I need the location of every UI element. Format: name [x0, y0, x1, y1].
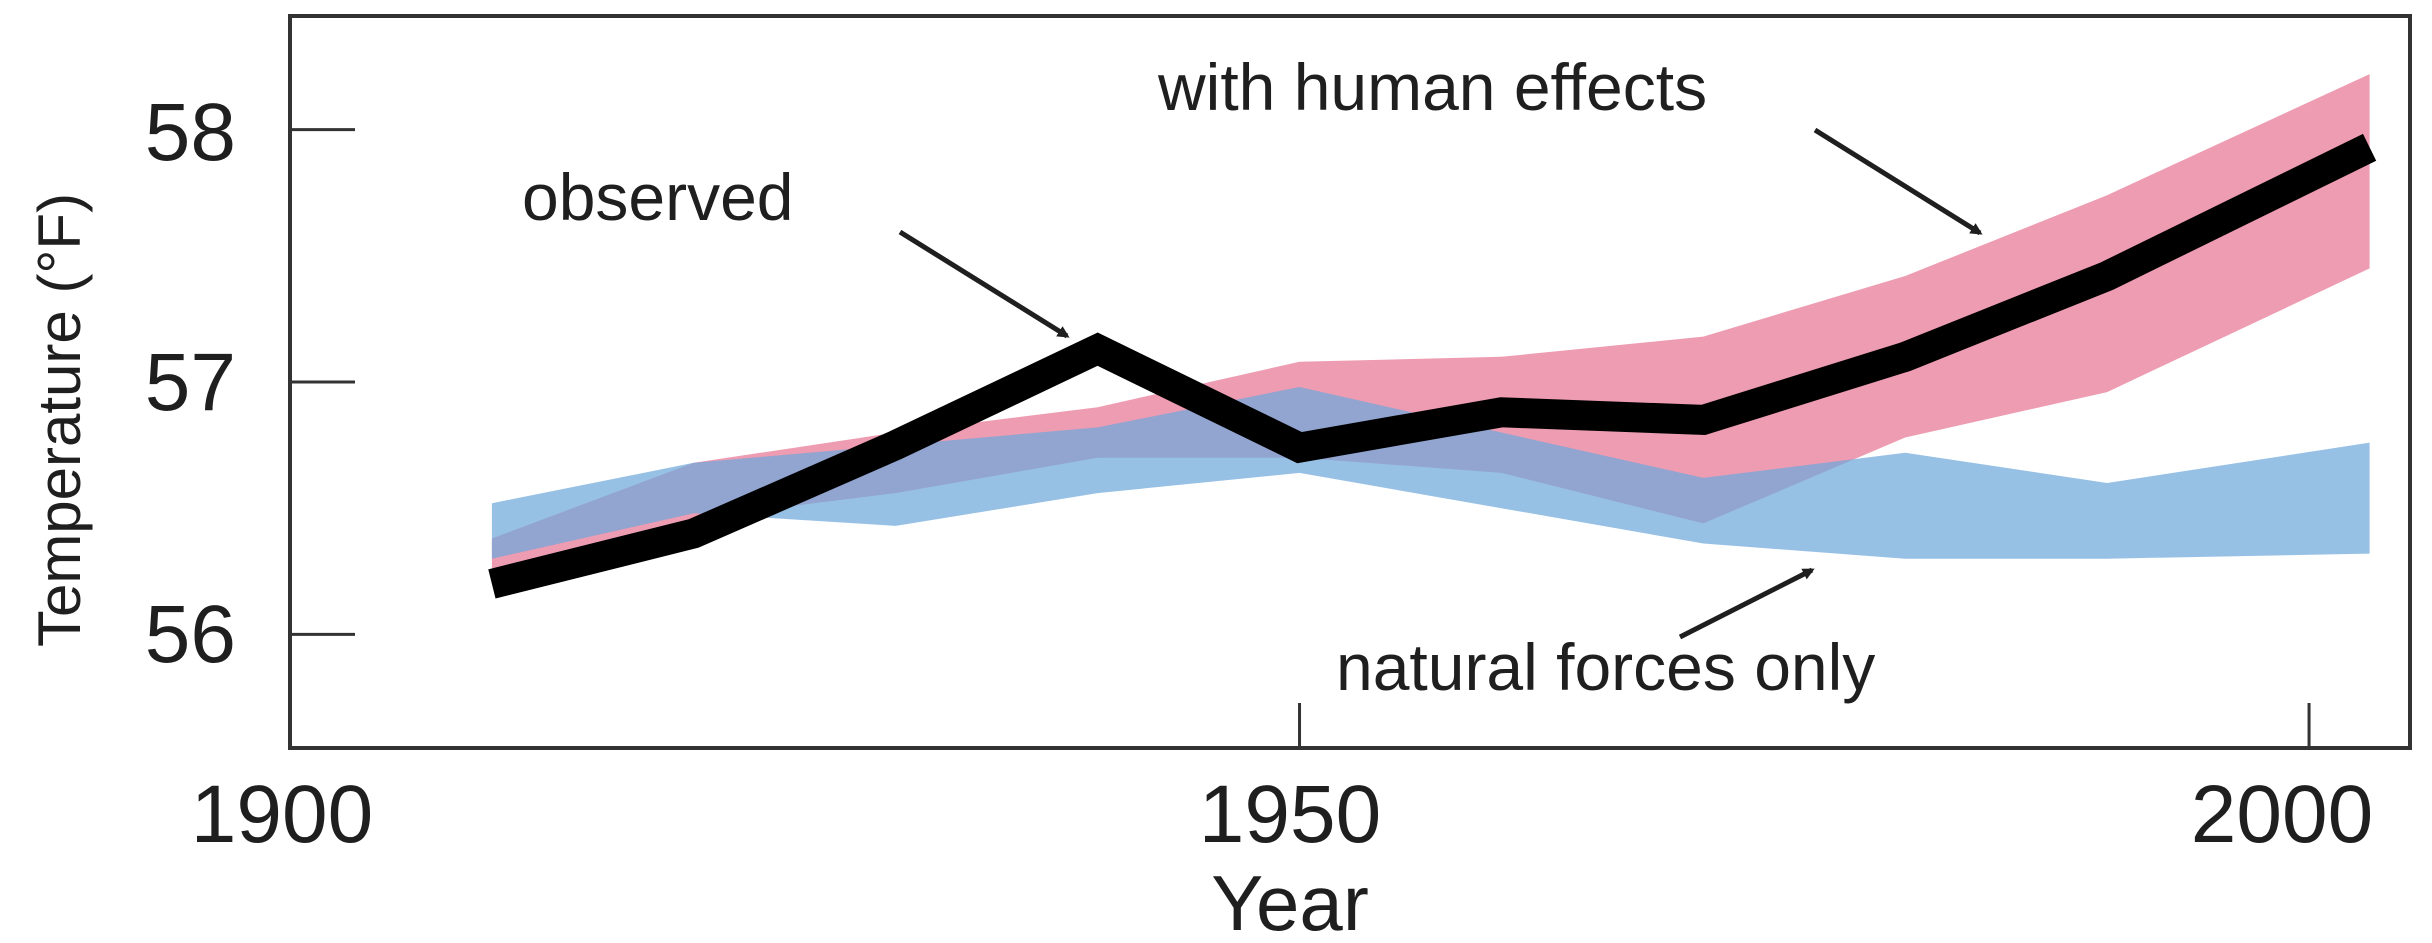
x-axis-title: Year: [1211, 859, 1369, 943]
band-natural-forces-only: [491, 387, 2370, 559]
series-layer: [488, 133, 2377, 599]
y-tick-label-57: 57: [145, 337, 236, 428]
y-axis-title: Temperature (°F): [26, 193, 93, 647]
arrow-natural-forces-only: [1678, 567, 1815, 640]
annotation-with-human-effects: with human effects: [1157, 50, 1707, 124]
arrow-with-human-effects: [1813, 127, 1983, 236]
annotation-observed: observed: [522, 160, 794, 234]
x-tick-label-1900: 1900: [191, 769, 373, 860]
annotation-natural-forces-only: natural forces only: [1336, 630, 1875, 704]
series-line-observed: [488, 133, 2377, 599]
x-tick-label-2000: 2000: [2191, 769, 2373, 860]
ticks-layer: [290, 128, 2311, 748]
bands-layer: [491, 74, 2370, 572]
x-tick-label-1950: 1950: [1199, 769, 1381, 860]
y-tick-label-56: 56: [145, 589, 236, 680]
y-tick-label-58: 58: [145, 87, 236, 178]
arrow-observed: [898, 229, 1070, 339]
